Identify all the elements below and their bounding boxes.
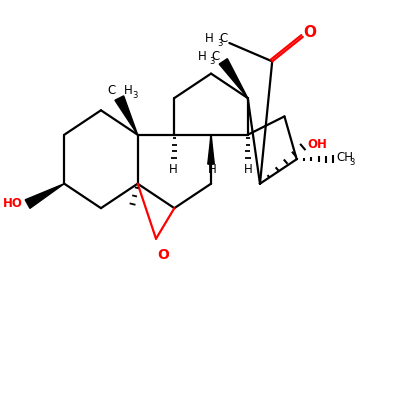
Text: C: C (211, 50, 220, 63)
Text: CH: CH (337, 151, 354, 164)
Text: H: H (124, 84, 132, 97)
Text: H: H (169, 163, 178, 176)
Text: 3: 3 (217, 38, 222, 48)
Text: C: C (108, 84, 116, 97)
Polygon shape (25, 184, 64, 208)
Text: 3: 3 (132, 91, 138, 100)
Text: OH: OH (308, 138, 328, 152)
Text: H: H (205, 32, 214, 45)
Text: O: O (158, 248, 169, 262)
Polygon shape (115, 96, 138, 135)
Text: HO: HO (3, 197, 23, 210)
Text: O: O (304, 25, 317, 40)
Text: H: H (244, 163, 253, 176)
Polygon shape (219, 59, 248, 98)
Text: H: H (208, 163, 217, 176)
Text: 3: 3 (349, 158, 354, 166)
Text: 3: 3 (209, 57, 215, 66)
Text: H: H (198, 50, 206, 63)
Polygon shape (208, 135, 214, 164)
Text: C: C (219, 32, 227, 45)
